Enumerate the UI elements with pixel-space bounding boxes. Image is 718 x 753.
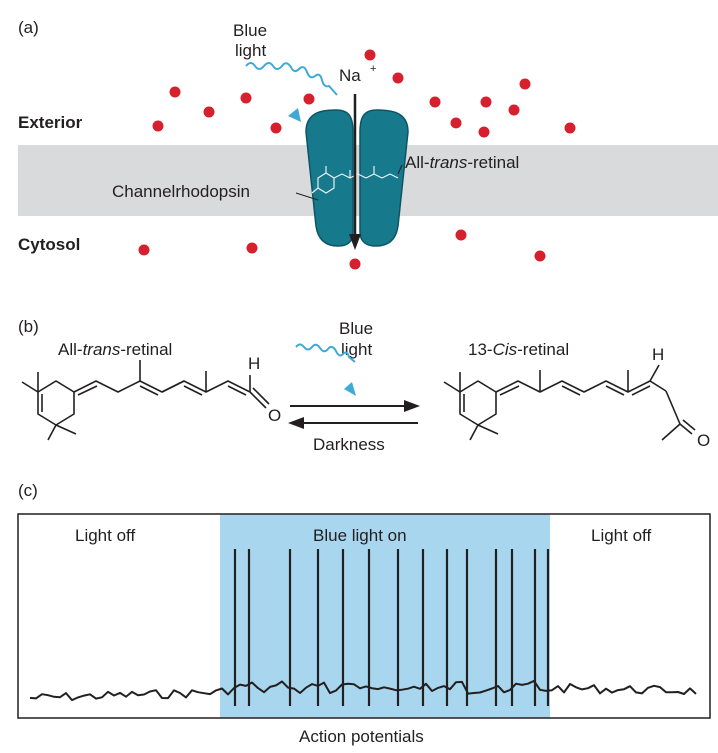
channel-leader-line [295,192,319,201]
all-trans-retinal-structure [21,360,270,441]
blue-light-label-line1: Blue [233,21,267,40]
sodium-ion-10 [480,96,492,108]
blue-light-label-line2: light [235,41,266,60]
channel-annotation: Channelrhodopsin [112,182,250,201]
action-potential-spikes [233,549,550,706]
panel-b-label: (b) [18,317,39,336]
atom-h-right: H [652,345,664,364]
atom-o-right: O [697,431,710,450]
membrane-potential-trace [29,679,697,702]
sodium-ion-1 [364,49,376,61]
sodium-ion-16 [138,244,150,256]
blue-light-wave-b-icon [295,343,356,363]
atom-h-left: H [248,354,260,373]
sodium-ion-2 [169,86,181,98]
ion-charge: + [370,63,376,75]
sodium-ion-19 [455,229,467,241]
sodium-ion-3 [240,92,252,104]
all-trans-retinal-name: All-trans-retinal [58,340,172,359]
ion-label: Na [339,66,361,85]
blue-light-wave-icon [245,62,338,96]
panel-c-label: (c) [18,481,38,500]
retinal-leader-line [397,164,403,175]
sodium-ion-4 [203,106,215,118]
13-cis-retinal-name: 13-Cis-retinal [468,340,569,359]
sodium-ion-20 [534,250,546,262]
sodium-ion-8 [392,72,404,84]
sodium-ion-9 [429,96,441,108]
blue-light-arrowhead-icon [288,108,301,122]
sodium-ion-6 [270,122,282,134]
light-off-left-label: Light off [75,526,135,545]
light-off-right-label: Light off [591,526,651,545]
sodium-ion-7 [303,93,315,105]
channel-subunit-right [359,109,409,247]
exterior-label: Exterior [18,113,83,132]
atom-o-left: O [268,406,281,425]
13-cis-retinal-structure [443,364,696,441]
blue-light-on-label: Blue light on [313,526,407,545]
panel-c: (c) Light off Blue light on Light off Ac… [17,481,711,746]
retinal-in-channel [311,166,399,194]
sodium-ion-14 [478,126,490,138]
forward-label-line1: Blue [339,319,373,338]
reverse-arrowhead-icon [288,417,304,429]
forward-label-line2: light [341,340,372,359]
panel-b: (b) All-trans-retinal 13-Cis-retinal H O [18,317,710,454]
channel-subunit-left [305,109,354,247]
forward-arrowhead-icon [404,400,420,412]
retinal-annotation: All-trans-retinal [405,153,519,172]
cytosol-label: Cytosol [18,235,80,254]
sodium-ion-18 [349,258,361,270]
sodium-ion-17 [246,242,258,254]
panel-a: (a) Exterior Cytosol Blue light Na + [18,18,718,270]
ion-flow-arrowhead-icon [349,234,361,250]
sodium-ion-11 [519,78,531,90]
blue-light-arrowhead-b-icon [344,382,356,396]
recording-frame [17,513,711,719]
darkness-label: Darkness [313,435,385,454]
action-potentials-caption: Action potentials [299,727,424,746]
sodium-ion-15 [564,122,576,134]
panel-a-label: (a) [18,18,39,37]
sodium-ions [138,49,576,270]
sodium-ion-5 [152,120,164,132]
sodium-ion-13 [450,117,462,129]
sodium-ion-12 [508,104,520,116]
